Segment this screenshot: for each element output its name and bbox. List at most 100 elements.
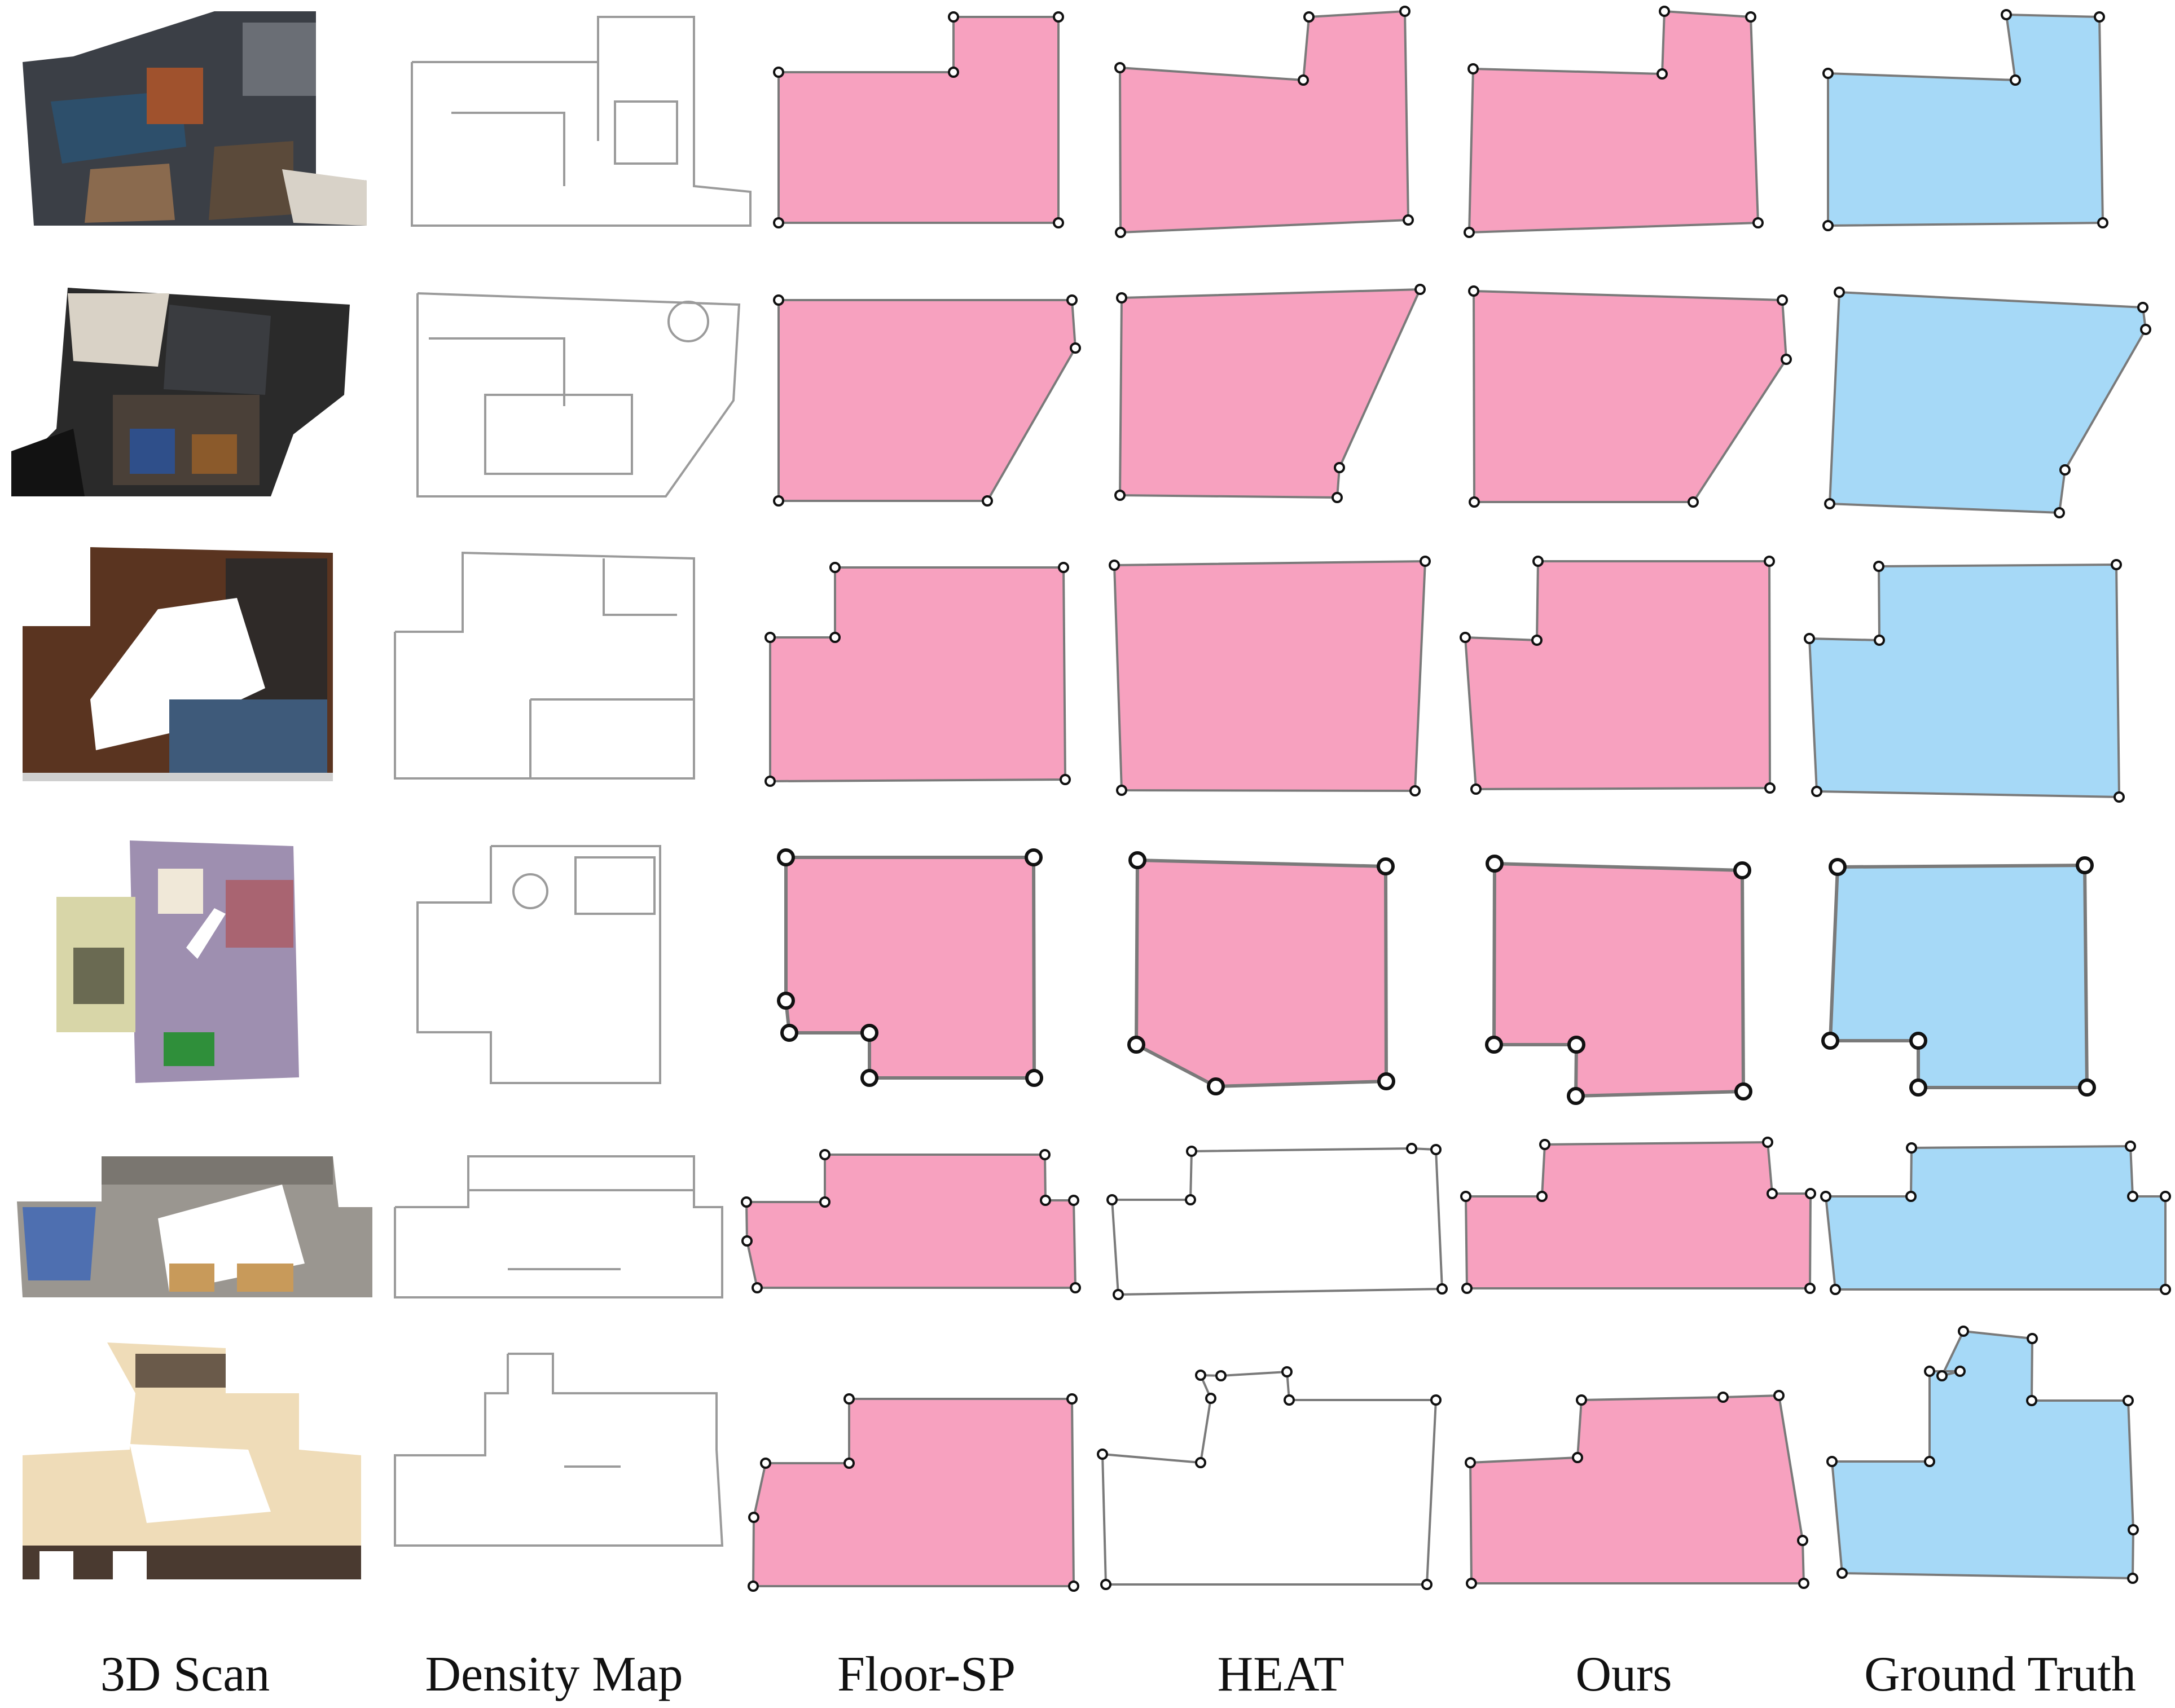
corner-vertex xyxy=(1954,1366,1966,1377)
corner-vertex xyxy=(1717,1392,1729,1403)
floorsp-polygon-row-3 xyxy=(769,566,1066,782)
corner-vertex xyxy=(829,562,841,573)
corner-vertex xyxy=(1025,848,1043,866)
corner-vertex xyxy=(777,848,795,866)
ours-plan-row-6 xyxy=(1465,1390,1809,1589)
corner-vertex xyxy=(1334,462,1345,473)
corner-vertex xyxy=(1834,287,1845,298)
heat-polygon-row-1 xyxy=(1119,10,1409,234)
heat-plan-row-4 xyxy=(1127,851,1395,1095)
corner-vertex xyxy=(1068,1195,1079,1206)
gt-polygon-row-2 xyxy=(1829,291,2147,514)
corner-vertex xyxy=(1531,635,1543,646)
heat-polygon-row-2 xyxy=(1119,288,1421,499)
corner-vertex xyxy=(1066,294,1078,306)
corner-vertex xyxy=(1805,1188,1816,1199)
scan-image-row-4 xyxy=(56,840,299,1083)
corner-vertex xyxy=(1195,1370,1206,1381)
corner-vertex xyxy=(773,217,784,228)
floorsp-plan-row-5 xyxy=(741,1149,1081,1293)
corner-vertex xyxy=(1332,492,1343,503)
heat-plan-row-1 xyxy=(1114,6,1414,238)
corner-vertex xyxy=(1409,785,1421,796)
floorplan-polygons xyxy=(741,6,2171,1592)
corner-vertex xyxy=(1773,1390,1785,1401)
corner-vertex xyxy=(1836,1568,1848,1579)
corner-vertex xyxy=(2160,1191,2171,1202)
corner-vertex xyxy=(2127,1573,2138,1584)
corner-vertex xyxy=(1465,1457,1476,1468)
corner-vertex xyxy=(1115,227,1126,238)
corner-vertex xyxy=(1822,220,1834,231)
corner-vertex xyxy=(1798,1578,1809,1589)
corner-vertex xyxy=(2114,791,2125,803)
corner-vertex xyxy=(1281,1366,1293,1377)
corner-vertex xyxy=(1829,858,1847,876)
corner-vertex xyxy=(2097,217,2108,228)
corner-vertex xyxy=(1114,62,1126,73)
corner-vertex xyxy=(1406,1143,1417,1154)
corner-vertex xyxy=(741,1196,752,1208)
floorsp-polygon-row-2 xyxy=(777,299,1076,502)
scan-image-row-6 xyxy=(23,1342,361,1579)
corner-vertex xyxy=(2137,302,2148,313)
corner-vertex xyxy=(1066,1393,1078,1405)
corner-vertex xyxy=(1486,855,1504,873)
corner-vertex xyxy=(741,1235,753,1247)
corner-vertex xyxy=(1572,1452,1583,1463)
corner-vertex xyxy=(2076,856,2094,874)
corner-vertex xyxy=(1468,285,1479,297)
corner-vertex xyxy=(1762,1137,1773,1148)
gt-plan-row-5 xyxy=(1820,1141,2171,1295)
corner-vertex xyxy=(1114,490,1126,501)
corner-vertex xyxy=(1733,861,1751,879)
heat-plan-row-5 xyxy=(1106,1143,1448,1300)
corner-vertex xyxy=(2127,1191,2138,1202)
ours-polygon-row-3 xyxy=(1464,560,1771,790)
label-ours: Ours xyxy=(1575,1647,1672,1702)
corner-vertex xyxy=(1781,354,1792,365)
corner-vertex xyxy=(1874,635,1885,646)
corner-vertex xyxy=(1039,1149,1051,1160)
corner-vertex xyxy=(1303,11,1315,23)
corner-vertex xyxy=(948,11,959,23)
corner-vertex xyxy=(1116,785,1127,796)
corner-vertex xyxy=(1430,1144,1442,1155)
corner-vertex xyxy=(773,495,784,507)
corner-vertex xyxy=(1764,556,1775,567)
floorsp-plan-row-3 xyxy=(764,562,1071,787)
corner-vertex xyxy=(843,1458,855,1469)
corner-vertex xyxy=(2027,1333,2038,1344)
corner-vertex xyxy=(752,1282,763,1293)
corner-vertex xyxy=(982,495,993,507)
corner-vertex xyxy=(1752,217,1764,228)
corner-vertex xyxy=(1936,1370,1948,1381)
corner-vertex xyxy=(1532,556,1544,567)
corner-vertex xyxy=(760,1458,771,1469)
floorsp-plan-row-6 xyxy=(748,1393,1079,1592)
corner-vertex xyxy=(1764,782,1776,794)
corner-vertex xyxy=(1745,11,1756,23)
corner-vertex xyxy=(2111,559,2122,570)
density-map-row-2 xyxy=(416,292,741,498)
corner-vertex xyxy=(843,1393,855,1405)
floorsp-polygon-row-4 xyxy=(784,856,1036,1080)
label-floor-sp: Floor-SP xyxy=(837,1647,1016,1702)
corner-vertex xyxy=(1399,6,1411,17)
corner-vertex xyxy=(1467,63,1479,74)
corner-vertex xyxy=(2094,11,2105,23)
ours-plan-row-4 xyxy=(1485,855,1752,1105)
density-map-row-4 xyxy=(416,845,661,1084)
corner-vertex xyxy=(1420,556,1431,567)
corner-vertex xyxy=(1826,1456,1838,1467)
corner-vertex xyxy=(1116,292,1127,303)
density-map-row-3 xyxy=(394,551,695,780)
floorsp-plan-row-4 xyxy=(777,848,1043,1087)
corner-vertex xyxy=(2054,507,2065,518)
corner-vertex xyxy=(1656,68,1668,80)
corner-vertex xyxy=(1053,217,1064,228)
corner-vertex xyxy=(1025,1069,1043,1087)
floorsp-plan-row-1 xyxy=(773,11,1064,228)
corner-vertex xyxy=(1470,783,1482,795)
